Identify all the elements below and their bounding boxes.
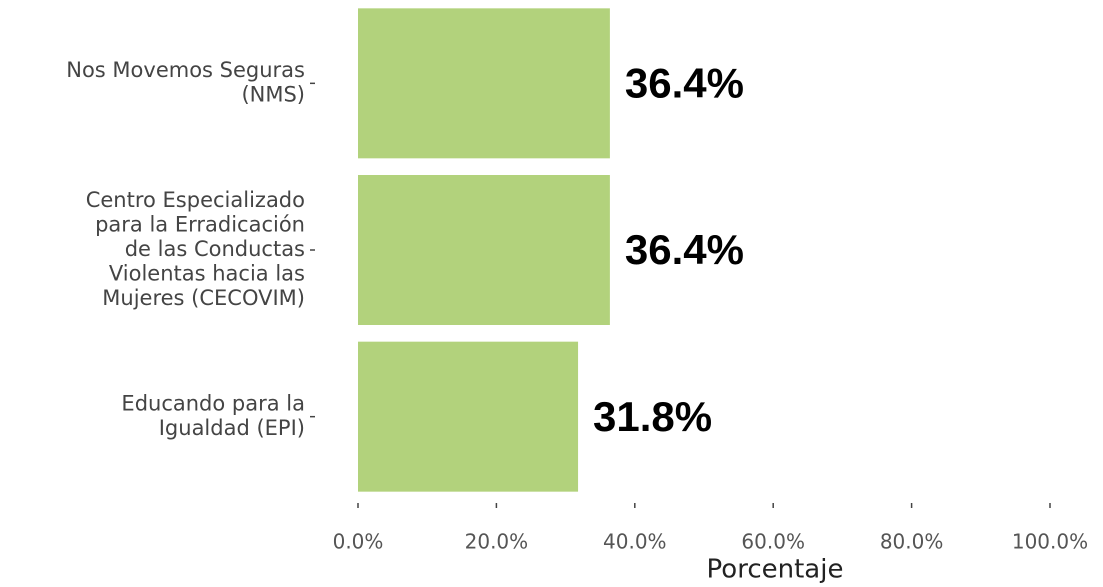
x-tick-label: 60.0% xyxy=(741,530,805,554)
x-axis-title: Porcentaje xyxy=(707,555,844,585)
value-label: 36.4% xyxy=(625,59,744,106)
x-tick-label: 100.0% xyxy=(1012,530,1088,554)
value-label: 36.4% xyxy=(625,226,744,273)
value-label: 31.8% xyxy=(593,393,712,440)
bar xyxy=(358,175,610,325)
x-tick-label: 40.0% xyxy=(603,530,667,554)
x-tick-label: 80.0% xyxy=(880,530,944,554)
y-tick-label: Nos Movemos Seguras (NMS) xyxy=(66,58,305,107)
y-tick-label: Centro Especializado para la Erradicación… xyxy=(86,188,305,310)
bar xyxy=(358,8,610,159)
y-tick-label: Educando para la Igualdad (EPI) xyxy=(121,391,305,440)
x-tick-label: 0.0% xyxy=(333,530,384,554)
x-tick-label: 20.0% xyxy=(465,530,529,554)
bar xyxy=(358,341,579,492)
